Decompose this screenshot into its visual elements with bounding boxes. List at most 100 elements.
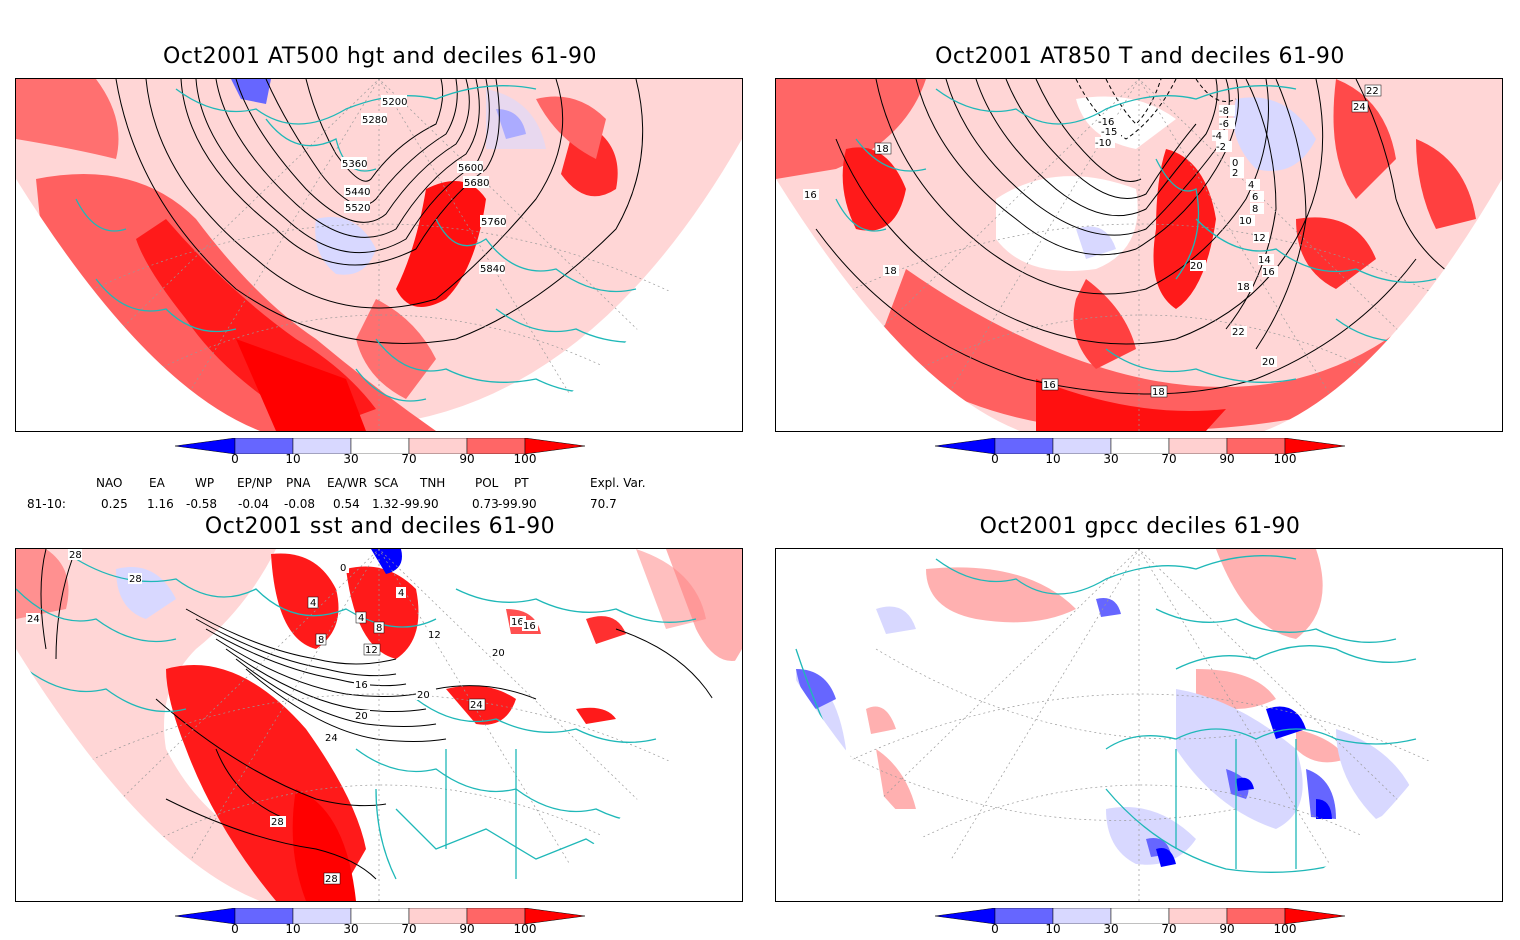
index-header: WP: [195, 476, 215, 490]
contour-label: 28: [69, 550, 82, 561]
contour-label: 12: [365, 645, 378, 656]
index-value: 1.16: [147, 497, 174, 511]
colorbar-hgt500: 0 10 30 70 90 100: [174, 437, 595, 468]
contour-label: 8: [1252, 204, 1258, 215]
colorbar-label: 70: [1161, 922, 1177, 936]
contour-label: 12: [428, 630, 441, 641]
colorbar-label: 100: [1273, 922, 1297, 936]
contour-label: 5360: [342, 159, 367, 170]
contour-label: 4: [310, 598, 316, 609]
contour-label: -10: [1095, 138, 1111, 149]
colorbar-label: 30: [1103, 922, 1119, 936]
contour-label: 22: [1232, 327, 1245, 338]
contour-label: -15: [1101, 127, 1117, 138]
colorbar-label: 30: [1103, 452, 1119, 466]
contour-label: 24: [325, 733, 338, 744]
contour-label: 20: [492, 648, 505, 659]
contour-label: 5600: [458, 163, 483, 174]
contour-label: 10: [1239, 216, 1252, 227]
contour-label: -16: [1098, 117, 1114, 128]
index-header: NAO: [96, 476, 123, 490]
map-panel-t850: -16 -15 -10 -8 -6 -4 -2 0 2 4 6 8 10 12 …: [775, 78, 1503, 432]
contour-label: 2: [1232, 168, 1238, 179]
contour-label: 16: [1043, 380, 1056, 391]
contour-label: 16: [1262, 267, 1275, 278]
contour-label: 24: [27, 614, 40, 625]
map-panel-sst: 28 28 24 0 4 4 4 8 8 12 12 16 20 24 16 1…: [15, 548, 743, 902]
index-header: EA/WR: [327, 476, 368, 490]
colorbar-gpcc: 0 10 30 70 90 100: [934, 907, 1355, 938]
contour-label: 20: [1190, 261, 1203, 272]
colorbar-label: 90: [459, 452, 475, 466]
colorbar-label: 10: [285, 452, 301, 466]
colorbar-label: 100: [1273, 452, 1297, 466]
colorbar-label: 100: [513, 922, 537, 936]
contour-label: 16: [355, 680, 368, 691]
contour-label: 5680: [464, 178, 489, 189]
contour-label: 24: [470, 700, 483, 711]
index-value: 70.7: [590, 497, 617, 511]
contour-label: 22: [1366, 86, 1379, 97]
contour-label: 20: [417, 690, 430, 701]
contour-label: 6: [1252, 192, 1258, 203]
colorbar-label: 10: [285, 922, 301, 936]
index-header: PNA: [286, 476, 311, 490]
contour-label: 12: [1253, 233, 1266, 244]
panel-title-hgt500: Oct2001 AT500 hgt and deciles 61-90: [163, 44, 597, 69]
contour-label: 0: [1232, 158, 1238, 169]
colorbar-label: 0: [991, 922, 999, 936]
contour-label: -2: [1216, 142, 1226, 153]
index-header: PT: [514, 476, 529, 490]
colorbar-t850: 0 10 30 70 90 100: [934, 437, 1355, 468]
map-panel-hgt500: 5200 5280 5360 5440 5520 5600 5680 5760 …: [15, 78, 743, 432]
contour-label: 5200: [382, 97, 407, 108]
contour-label: 18: [1152, 387, 1165, 398]
contour-label: 4: [1248, 180, 1254, 191]
index-value: -0.58: [186, 497, 218, 511]
index-value: 1.32: [372, 497, 399, 511]
panel-title-sst: Oct2001 sst and deciles 61-90: [204, 514, 556, 539]
contour-label: 16: [523, 621, 536, 632]
colorbar-label: 10: [1045, 922, 1061, 936]
colorbar-label: 30: [343, 452, 359, 466]
colorbar-label: 90: [1219, 922, 1235, 936]
colorbar-label: 70: [1161, 452, 1177, 466]
contour-label: 5280: [362, 115, 387, 126]
contour-label: 0: [340, 563, 346, 574]
contour-label: 28: [271, 817, 284, 828]
colorbar-label: 0: [231, 922, 239, 936]
contour-label: 28: [325, 874, 338, 885]
contour-label: 18: [876, 144, 889, 155]
contour-label: 8: [376, 623, 382, 634]
colorbar-label: 10: [1045, 452, 1061, 466]
index-header: EP/NP: [237, 476, 273, 490]
contour-label: 28: [129, 574, 142, 585]
contour-label: 8: [318, 635, 324, 646]
index-row-label: 81-10:: [27, 497, 66, 511]
index-value: -0.04: [238, 497, 270, 511]
index-header: SCA: [374, 476, 399, 490]
colorbar-label: 70: [401, 922, 417, 936]
panel-title-t850: Oct2001 AT850 T and deciles 61-90: [935, 44, 1345, 69]
index-value: 0.25: [101, 497, 128, 511]
contour-label: 20: [1262, 357, 1275, 368]
index-value: 0.73: [472, 497, 499, 511]
colorbar-label: 0: [991, 452, 999, 466]
contour-label: 16: [511, 617, 524, 628]
colorbar-label: 100: [513, 452, 537, 466]
contour-label: 4: [358, 613, 364, 624]
colorbar-label: 0: [231, 452, 239, 466]
contour-label: 18: [1237, 282, 1250, 293]
contour-label: 18: [884, 266, 897, 277]
contour-label: 5760: [481, 217, 506, 228]
map-panel-gpcc: [775, 548, 1503, 902]
colorbar-label: 70: [401, 452, 417, 466]
index-header: POL: [475, 476, 499, 490]
contour-label: 5440: [345, 187, 370, 198]
index-header: Expl. Var.: [590, 476, 646, 490]
contour-label: 5520: [345, 203, 370, 214]
colorbar-label: 90: [1219, 452, 1235, 466]
colorbar-sst: 0 10 30 70 90 100: [174, 907, 595, 938]
index-header: EA: [149, 476, 165, 490]
contour-label: 24: [1353, 102, 1366, 113]
